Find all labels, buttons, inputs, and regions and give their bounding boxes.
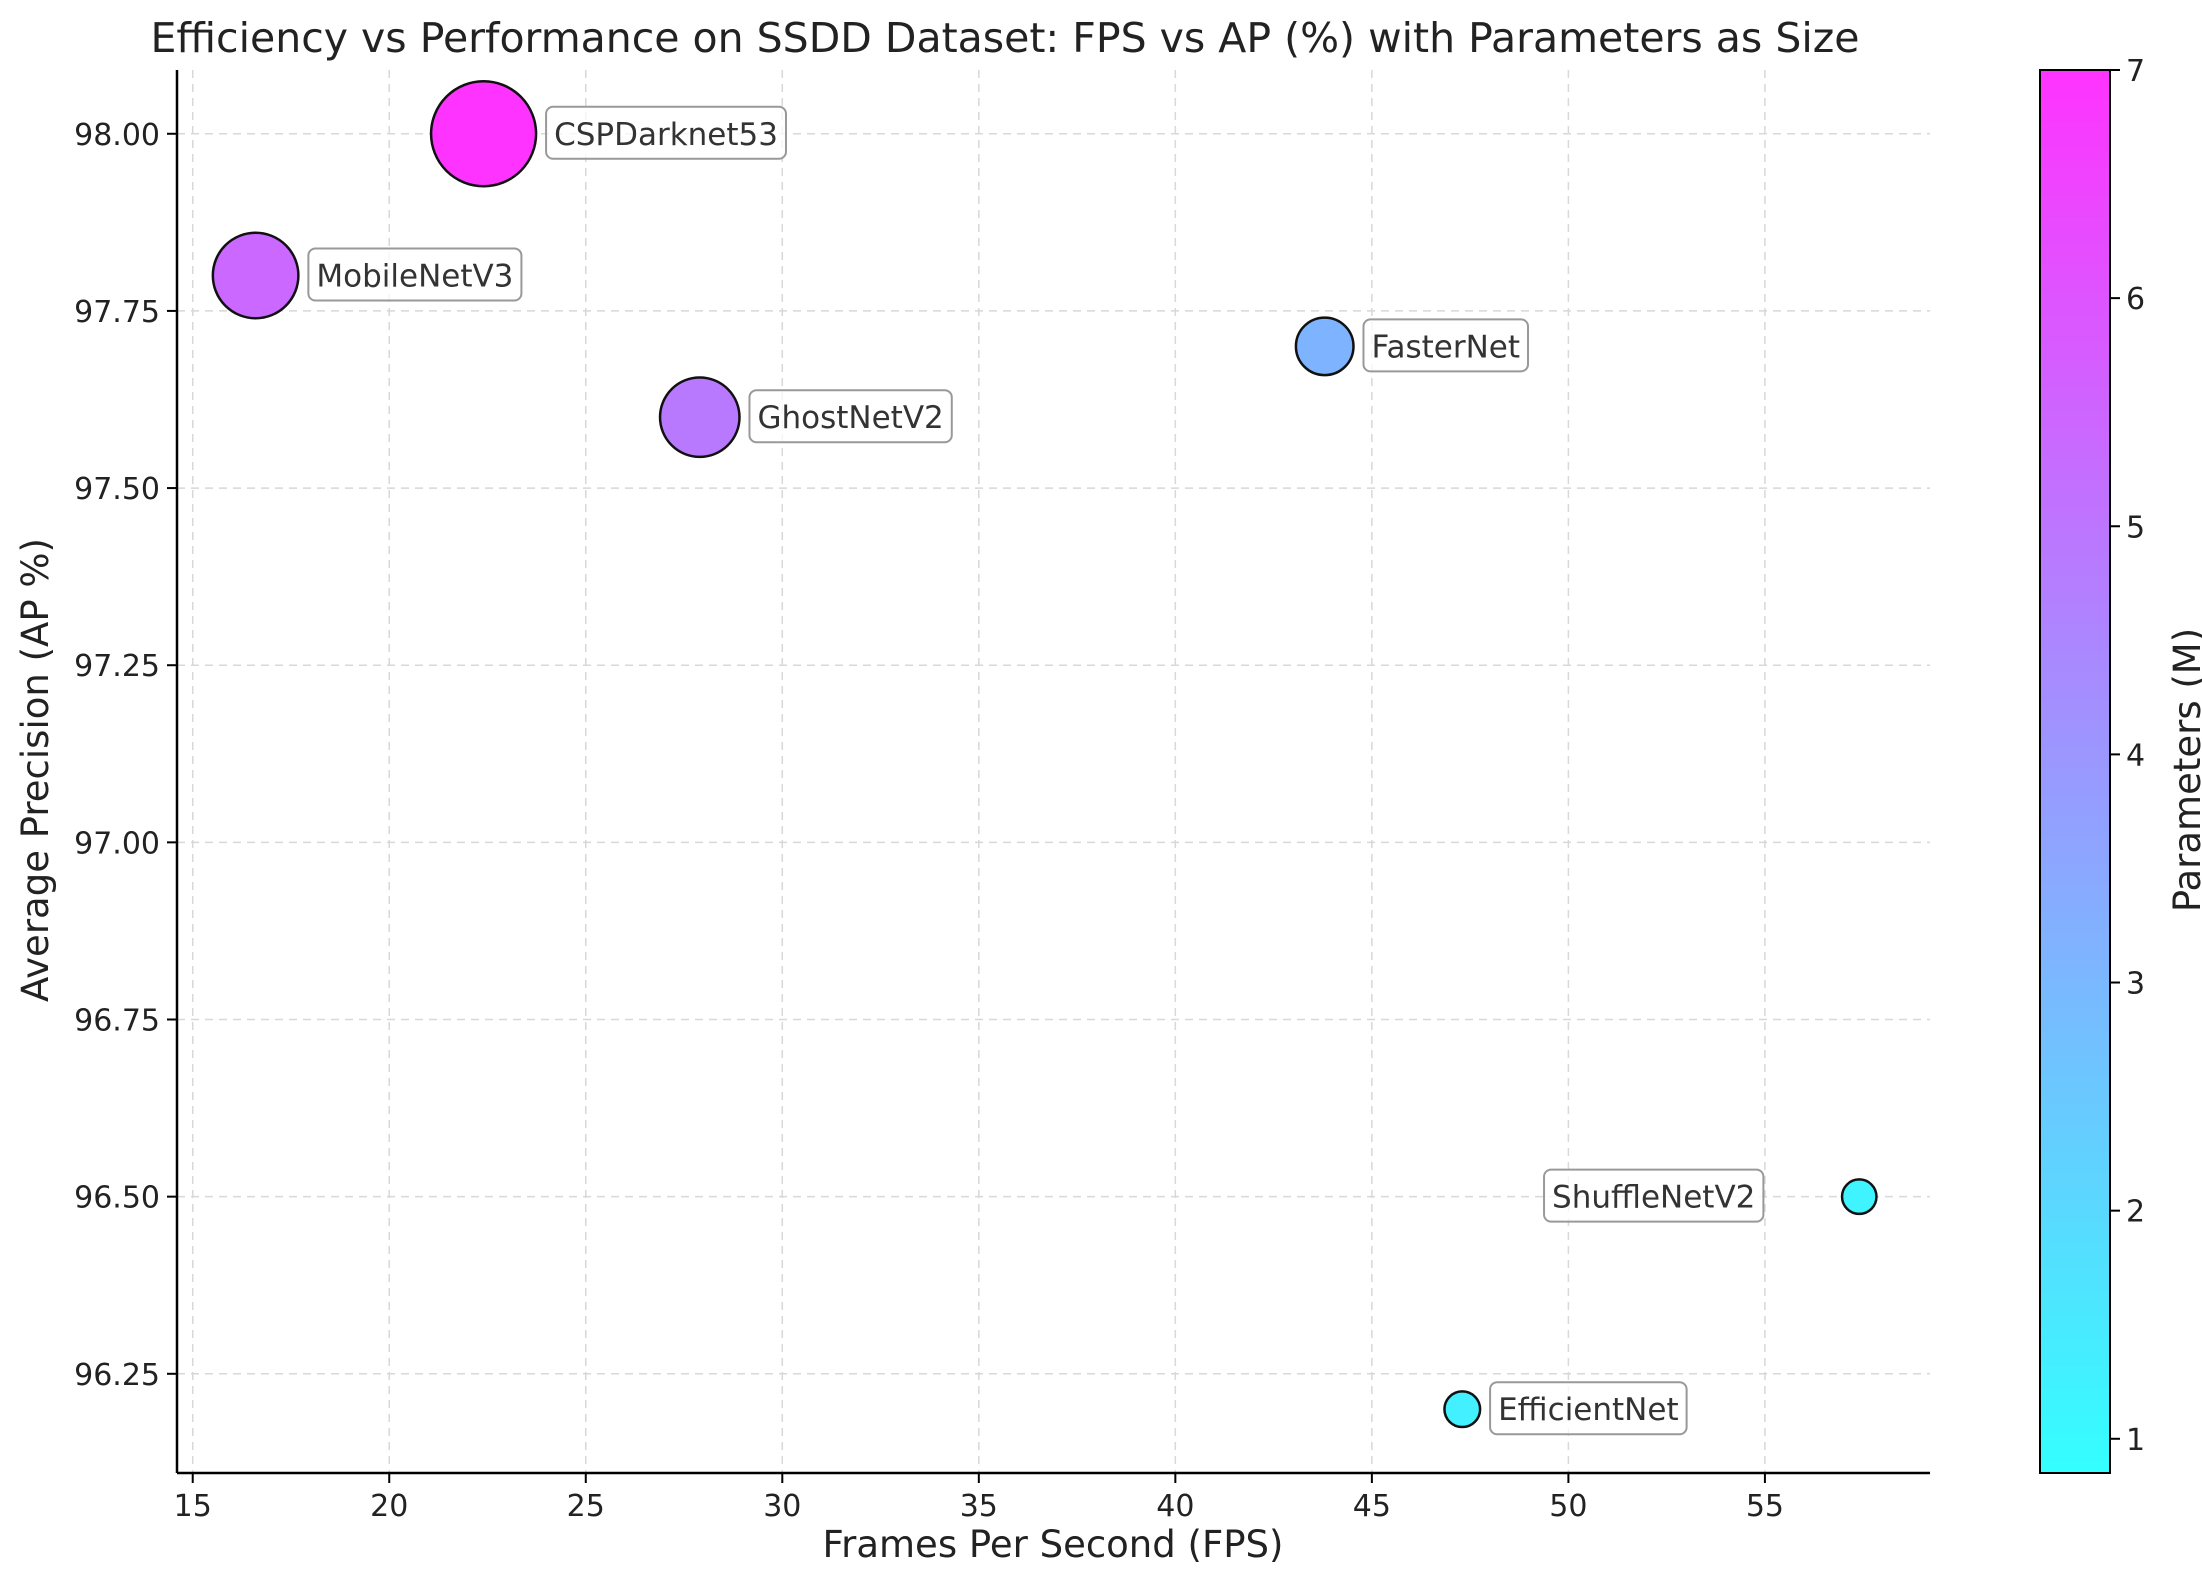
scatter-point	[211, 231, 300, 320]
point-label: CSPDarknet53	[554, 117, 778, 153]
x-tick-label: 45	[1353, 1489, 1391, 1524]
x-tick-label: 15	[174, 1489, 212, 1524]
axes	[175, 70, 1930, 1475]
point-label: ShuffleNetV2	[1552, 1180, 1755, 1216]
x-tick-label: 30	[763, 1489, 801, 1524]
x-axis-label: Frames Per Second (FPS)	[823, 1523, 1284, 1566]
y-tick-label: 96.25	[74, 1358, 160, 1393]
y-tick-label: 97.00	[74, 826, 160, 861]
x-tick-label: 25	[567, 1489, 605, 1524]
x-tick-label: 20	[370, 1489, 408, 1524]
colorbar-tick-label: 6	[2126, 282, 2145, 317]
point-group: ShuffleNetV2	[1543, 1168, 1878, 1223]
colorbar-gradient	[2039, 69, 2111, 1474]
colorbar-tick-label: 4	[2126, 738, 2145, 773]
data-points: CSPDarknet53 MobileNetV3 GhostNetV2 FasterN…	[211, 80, 1878, 1436]
point-label-box	[1543, 1168, 1765, 1223]
scatter-point	[1443, 1390, 1482, 1429]
scatter-point	[1294, 316, 1355, 377]
colorbar-tick-label: 1	[2126, 1423, 2145, 1458]
colorbar-label: Parameters (M)	[2166, 628, 2202, 912]
point-label: MobileNetV3	[316, 258, 513, 294]
colorbar-tick-label: 2	[2126, 1195, 2145, 1230]
point-group: EfficientNet	[1443, 1381, 1688, 1436]
point-label: FasterNet	[1371, 329, 1520, 365]
point-label: EfficientNet	[1498, 1392, 1679, 1428]
y-tick-label: 97.50	[74, 472, 160, 507]
colorbar: Parameters (M) 1 2 3 4 5 6 7	[2039, 54, 2202, 1474]
x-tick-label: 55	[1746, 1489, 1784, 1524]
y-tick-label: 98.00	[74, 118, 160, 153]
point-group: GhostNetV2	[658, 376, 953, 459]
y-tick-label: 97.25	[74, 649, 160, 684]
y-tick-label: 96.75	[74, 1004, 160, 1039]
point-label: GhostNetV2	[757, 400, 943, 436]
point-group: CSPDarknet53	[429, 80, 787, 188]
point-group: FasterNet	[1294, 316, 1530, 377]
colorbar-tick-label: 3	[2126, 967, 2145, 1002]
x-tick-label: 35	[960, 1489, 998, 1524]
point-label-box	[1362, 318, 1530, 373]
point-group: MobileNetV3	[211, 231, 523, 320]
point-label-box	[748, 389, 953, 444]
chart-title: Efficiency vs Performance on SSDD Datase…	[151, 14, 1860, 62]
x-tick-label: 40	[1156, 1489, 1194, 1524]
scatter-point	[658, 376, 741, 459]
point-label-box	[1489, 1381, 1688, 1436]
point-label-box	[307, 247, 523, 302]
ticks: 15 20 25 30 35 40 45 50 55 96.25 96.50 96.75 97.00 97…	[74, 118, 1784, 1524]
y-axis-label: Average Precision (AP %)	[14, 538, 57, 1002]
scatter-point	[1840, 1178, 1878, 1216]
colorbar-tick-label: 7	[2126, 54, 2145, 89]
x-tick-label: 50	[1549, 1489, 1587, 1524]
scatter-point	[429, 80, 538, 188]
colorbar-tick-label: 5	[2126, 510, 2145, 545]
y-tick-label: 96.50	[74, 1181, 160, 1216]
point-label-box	[545, 105, 787, 160]
y-tick-label: 97.75	[74, 295, 160, 330]
